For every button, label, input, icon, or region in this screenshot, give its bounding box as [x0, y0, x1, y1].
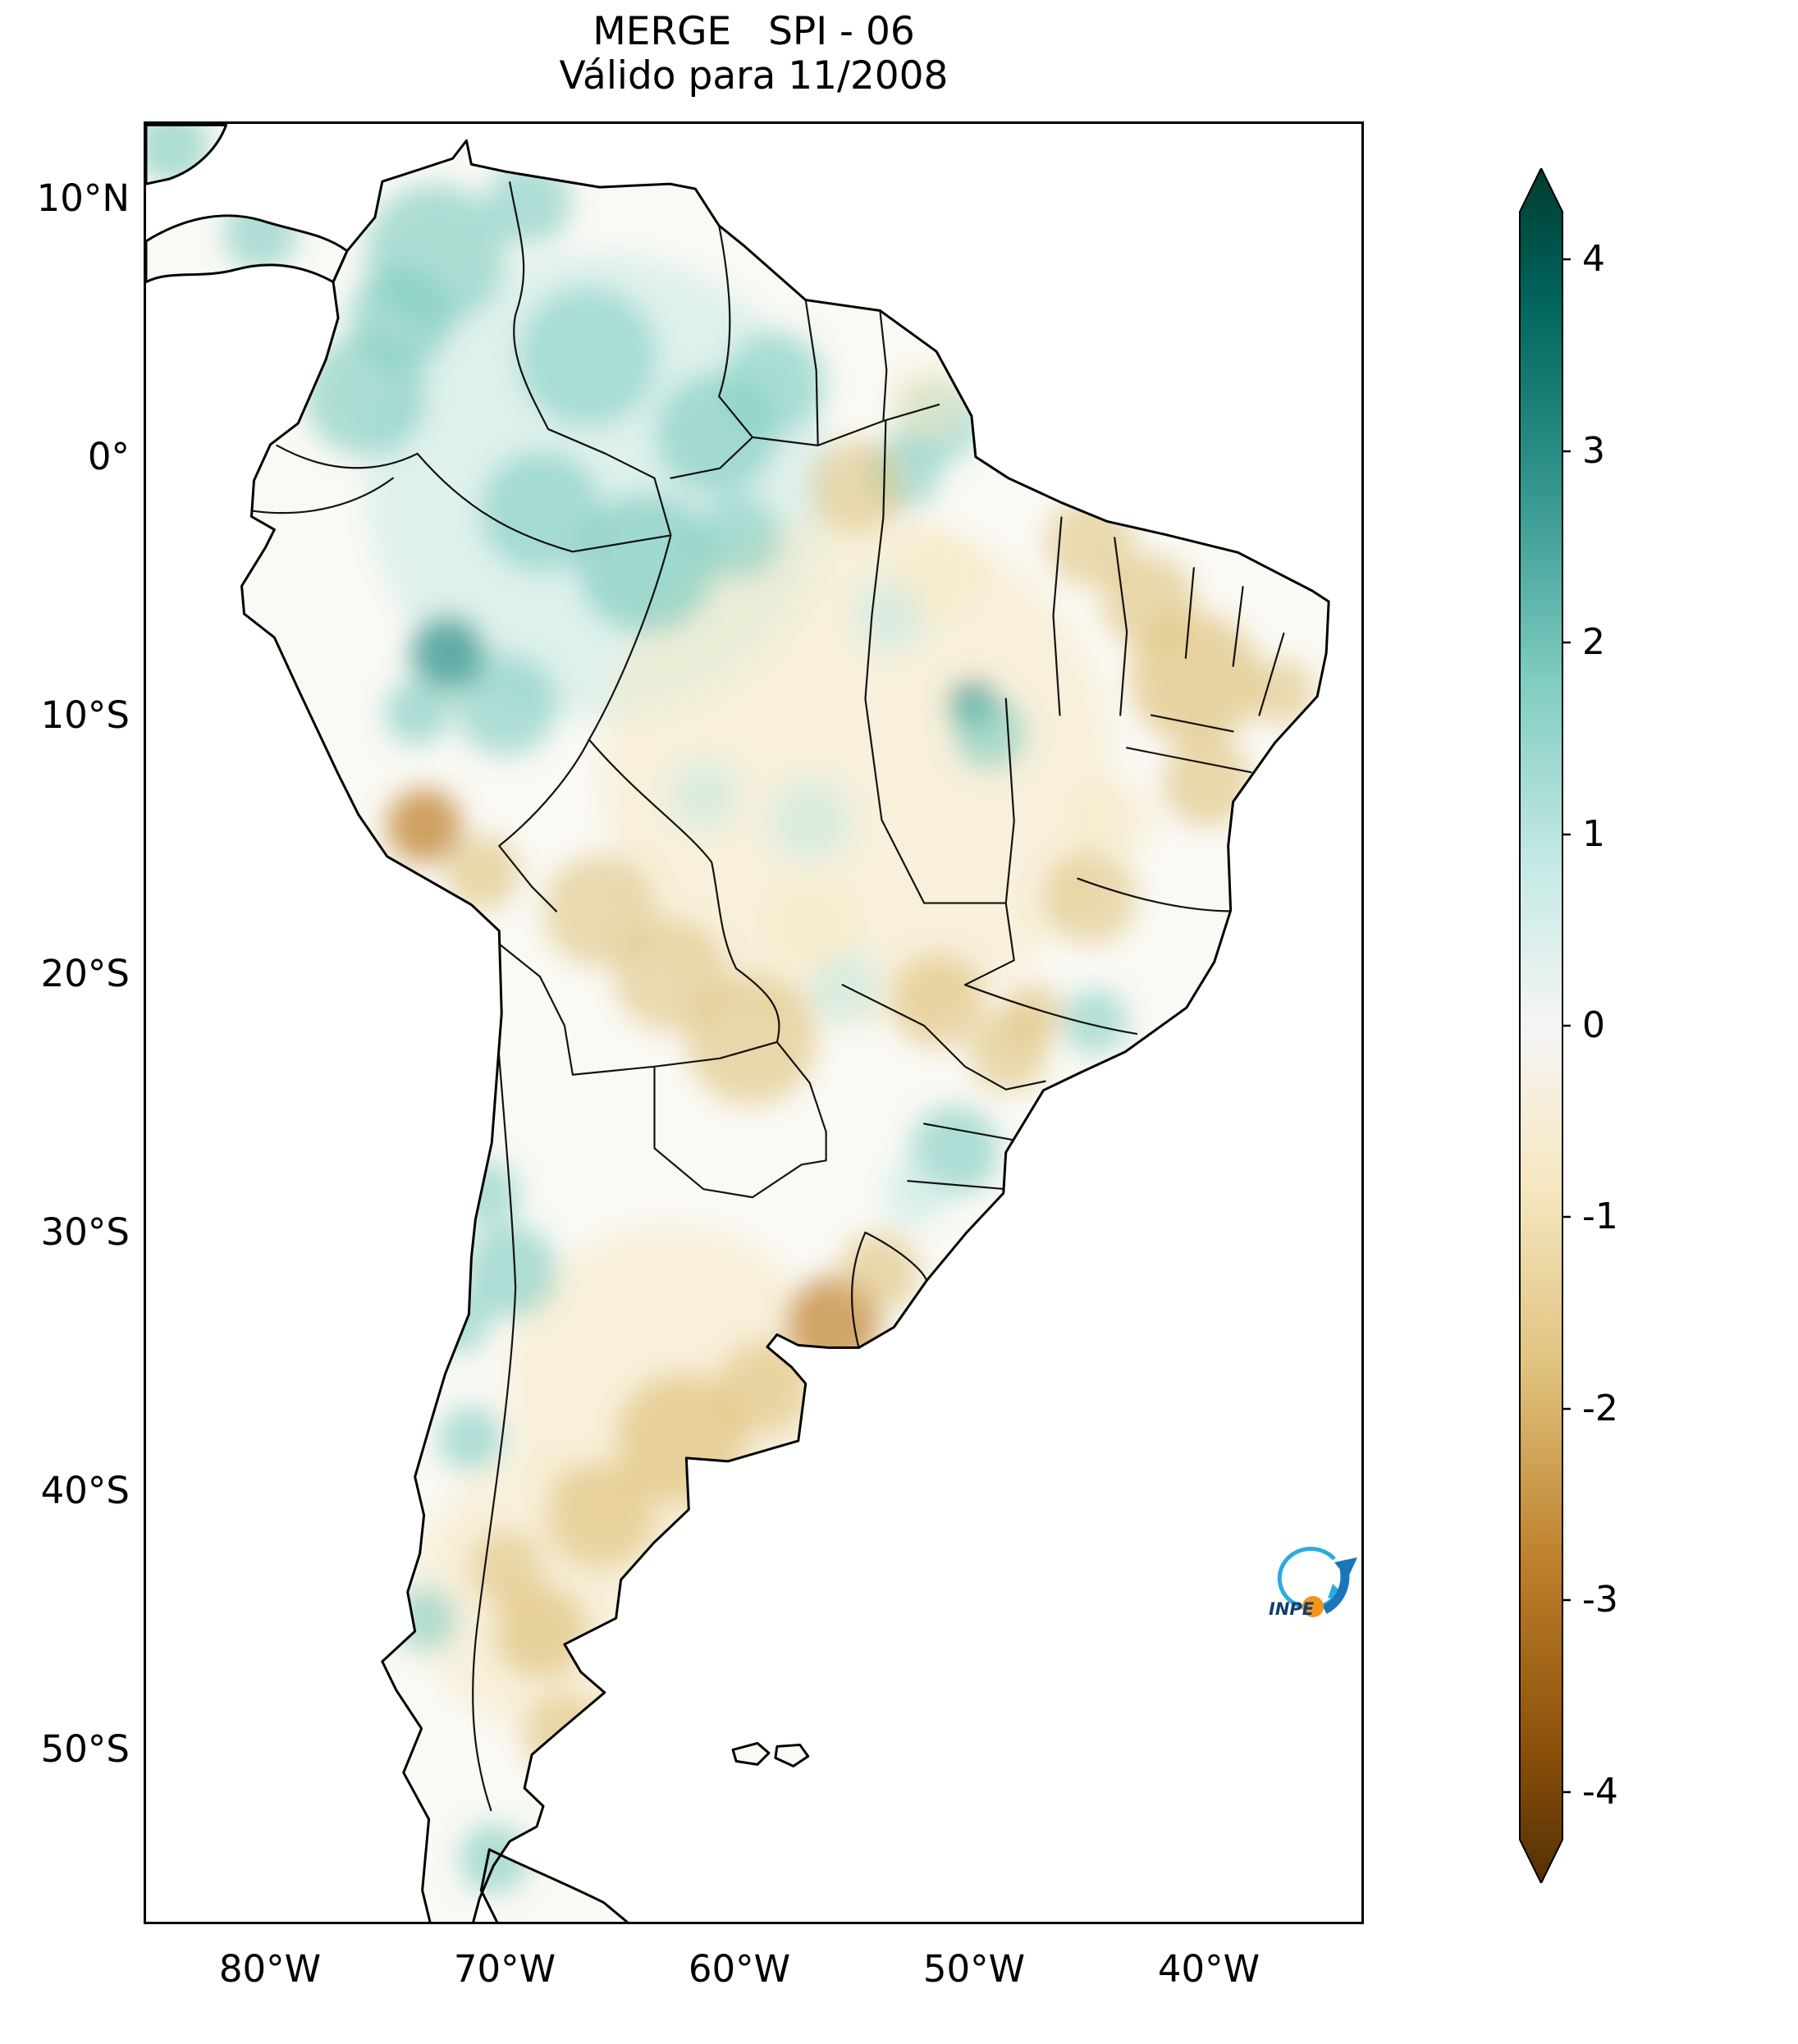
spi-anomaly-blob — [807, 950, 883, 1026]
spi-anomaly-blob — [889, 365, 964, 441]
latitude-label: 10°S — [40, 693, 130, 737]
spi-anomaly-blob — [146, 125, 209, 184]
spi-anomaly-blob — [391, 1586, 457, 1653]
colorbar-tick-label: -3 — [1582, 1579, 1618, 1621]
spi-anomaly-blob — [469, 1530, 544, 1606]
colorbar-tick-label: 2 — [1582, 621, 1605, 663]
spi-anomaly-blob — [716, 1340, 810, 1434]
spi-anomaly-blob — [576, 492, 716, 633]
colorbar-tick-label: -4 — [1582, 1771, 1618, 1813]
spi-anomaly-blob — [454, 653, 558, 757]
latitude-label: 40°S — [40, 1469, 130, 1512]
logo-orange-dot-icon — [1302, 1596, 1324, 1617]
spi-anomaly-blob — [1062, 989, 1128, 1054]
spi-anomaly-blob — [685, 974, 817, 1105]
latitude-label: 0° — [87, 435, 130, 478]
longitude-label: 60°W — [688, 1947, 791, 1991]
spi-anomaly-blob — [840, 1232, 920, 1311]
latitude-label: 20°S — [40, 952, 130, 995]
spi-anomaly-blob — [438, 1406, 504, 1472]
spi-anomaly-blob — [1043, 851, 1137, 945]
spi-anomaly-blob — [459, 1823, 530, 1894]
spi-anomaly-blob — [809, 438, 904, 533]
longitude-label: 40°W — [1157, 1947, 1260, 1991]
spi-anomaly-blob — [494, 1585, 588, 1679]
colorbar-gradient — [1519, 168, 1571, 1883]
spi-anomaly-blob — [517, 286, 658, 428]
latitude-label: 50°S — [40, 1727, 130, 1771]
spi-anomaly-blob — [698, 495, 782, 579]
spi-anomaly-blob — [882, 1161, 948, 1228]
spi-anomaly-blob — [765, 879, 854, 968]
spi-anomaly-blob — [409, 615, 486, 691]
spi-anomaly-blob — [891, 953, 986, 1048]
colorbar-tick-label: -2 — [1582, 1388, 1618, 1429]
colorbar-tick-label: -1 — [1582, 1196, 1618, 1237]
longitude-label: 50°W — [922, 1947, 1026, 1991]
inpe-logo: INPE — [1262, 1544, 1367, 1628]
colorbar-tick-marks — [1562, 258, 1571, 1794]
spi-anomaly-blob — [387, 788, 462, 863]
spi-anomaly-blob — [546, 1462, 654, 1571]
longitude-label: 70°W — [453, 1947, 556, 1991]
latitude-label: 10°N — [36, 176, 130, 220]
longitude-label: 80°W — [218, 1947, 322, 1991]
colorbar — [1517, 168, 1571, 1883]
latitude-label: 30°S — [40, 1210, 130, 1254]
colorbar-tick-label: 1 — [1582, 813, 1605, 855]
spi-anomaly-blob — [464, 1224, 558, 1319]
spi-anomaly-blob — [349, 267, 453, 370]
colorbar-tick-label: 4 — [1582, 238, 1605, 280]
spi-anomaly-blob — [428, 1292, 490, 1354]
spi-anomaly-blob — [1073, 780, 1154, 861]
spi-anomaly-blob — [445, 835, 520, 910]
logo-text: INPE — [1269, 1599, 1315, 1619]
spi-anomaly-blob — [896, 533, 981, 619]
spi-anomaly-blob — [487, 160, 572, 245]
map-frame — [144, 121, 1364, 1924]
spi-anomaly-blob — [1001, 983, 1063, 1045]
logo-arrowhead-icon — [1334, 1557, 1357, 1579]
spi-anomaly-blob — [522, 1693, 607, 1777]
coastline — [146, 124, 1330, 1922]
spi-anomaly-blob — [1249, 659, 1315, 725]
south-america-spi-map — [146, 124, 1330, 1922]
colorbar-tick-label: 3 — [1582, 430, 1605, 472]
map-subtitle: Válido para 11/2008 — [559, 53, 949, 98]
spi-anomaly-blob — [767, 778, 853, 863]
spi-anomaly-blob — [723, 331, 826, 435]
spi-anomaly-blob — [599, 511, 1114, 1027]
spi-anomaly-blob — [480, 450, 602, 573]
map-title: MERGE SPI - 06 — [592, 9, 915, 54]
spi-anomaly-blob — [222, 195, 299, 271]
spi-anomaly-blob — [669, 759, 740, 830]
political-borders — [251, 181, 1285, 1812]
spi-anomaly-blob — [1162, 737, 1252, 827]
spi-anomaly-blob — [952, 695, 1027, 771]
spi-anomaly-blob — [384, 679, 451, 746]
colorbar-tick-label: 0 — [1582, 1004, 1605, 1046]
